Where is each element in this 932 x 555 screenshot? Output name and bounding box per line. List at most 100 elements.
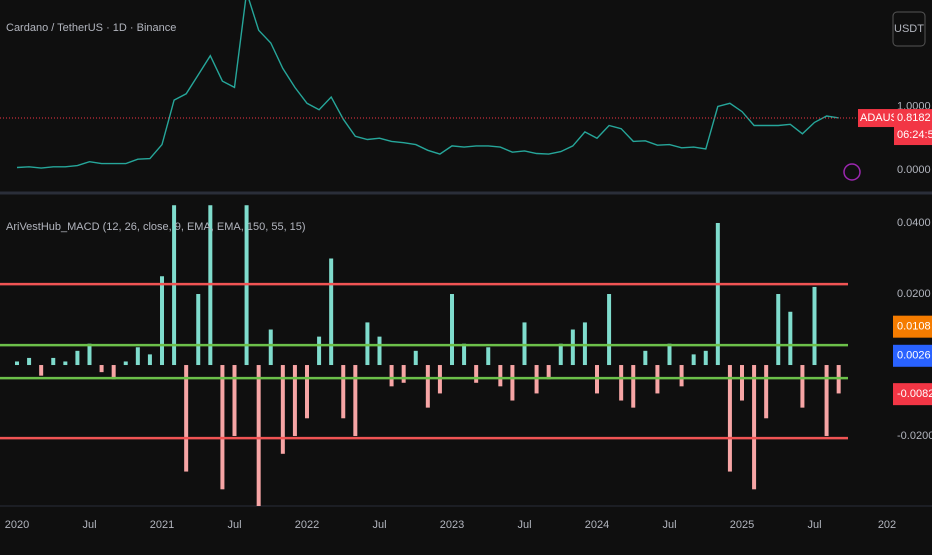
value-tag: 0.0026 [893,344,932,367]
histogram-bar [184,365,189,472]
value-tag-label: 0.0108 [897,321,931,333]
histogram-bar [135,347,140,366]
histogram-bar [256,365,261,506]
histogram-bar [292,365,297,437]
x-tick-label: 2022 [295,519,319,531]
x-tick-label: 2023 [440,519,464,531]
histogram-bar [15,361,19,366]
histogram-bar [691,354,696,366]
histogram-bar [776,294,781,366]
price-pane [0,0,858,169]
histogram-bar [740,365,744,401]
histogram-bar [401,365,406,383]
histogram-bar [268,329,273,366]
histogram-bar [631,365,636,408]
histogram-bar [582,322,587,366]
histogram-bar [788,311,793,366]
histogram-bar [99,365,104,373]
symbol-tag [858,109,894,128]
histogram-bar [558,343,563,366]
histogram-bar [727,365,732,472]
histogram-bar [679,365,684,387]
histogram-bar [196,294,201,366]
histogram-bar [824,365,829,437]
x-tick-label: 2025 [730,519,754,531]
price-tag [894,109,932,146]
value-tag-box [893,383,932,406]
y-tick-label: -0.0200 [897,430,932,442]
histogram-bar [462,343,467,366]
price-line [16,0,839,169]
histogram-bar [474,365,479,383]
histogram-bar [389,365,394,387]
histogram-bar [353,365,358,437]
indicator-title: AriVestHub_MACD (12, 26, close, 9, EMA, … [6,221,306,233]
histogram-bar [27,357,32,366]
histogram-bar [413,350,418,366]
histogram-bar [341,365,346,419]
histogram-bar [280,365,285,454]
histogram-bar [63,361,68,366]
histogram-bar [546,365,551,380]
histogram-bar [450,294,454,366]
value-tag-box [893,315,932,338]
histogram-bar [220,365,225,490]
histogram-bar [752,365,757,490]
price-tag-label: 0.8182 [897,112,931,124]
currency-button[interactable] [892,11,926,47]
histogram-bar [486,347,491,366]
value-tag-label: 0.0026 [897,350,931,362]
histogram-bar [667,343,672,366]
y-tick-label: 0.0200 [897,288,931,300]
y-tick-label: 0.0400 [897,217,931,229]
histogram-bar [764,365,769,419]
histogram-bar [812,286,817,366]
histogram-bar [570,329,575,366]
histogram-bar [51,357,56,366]
histogram-bar [365,322,370,366]
value-tag: 0.0108 [893,315,932,338]
histogram-bar [39,365,44,376]
histogram-bar [87,343,92,366]
histogram-bar [643,350,648,366]
histogram-bar [111,365,116,380]
x-tick-label: 2021 [150,519,174,531]
histogram-bar [147,354,152,366]
value-tag: -0.0082 [893,383,932,406]
histogram-bar [232,365,237,437]
value-tag-box [893,344,932,367]
countdown-label: 06:24:59 [897,129,932,141]
histogram-bar [75,350,80,366]
x-tick-label: Jul [517,519,531,531]
histogram-bar [498,365,503,387]
symbol-title: Cardano / TetherUS · 1D · Binance [6,22,176,34]
value-tag-label: -0.0082 [897,388,932,400]
histogram-bar [329,258,334,366]
y-tick-label: 0.0000 [897,164,931,176]
currency-button-label[interactable]: USDT [894,23,924,35]
x-tick-label: 2024 [585,519,609,531]
histogram-bar [607,294,612,366]
x-tick-label: Jul [372,519,386,531]
histogram-bar [703,350,708,366]
indicator-pane [0,205,848,506]
histogram-bar [317,336,322,366]
x-tick-label: 2020 [5,519,29,531]
histogram-bar [522,322,527,366]
histogram-bar [123,361,128,366]
alert-icon[interactable] [843,163,861,181]
x-tick-label: Jul [662,519,676,531]
histogram-bar [305,365,309,419]
x-tick-label: Jul [227,519,241,531]
histogram-bar [377,336,382,366]
x-tick-label: 202 [878,519,896,531]
x-tick-label: Jul [807,519,821,531]
x-tick-label: Jul [82,519,96,531]
histogram-bar [715,222,720,366]
histogram-bar [510,365,515,401]
histogram-bar [160,276,164,366]
histogram-bar [619,365,624,401]
